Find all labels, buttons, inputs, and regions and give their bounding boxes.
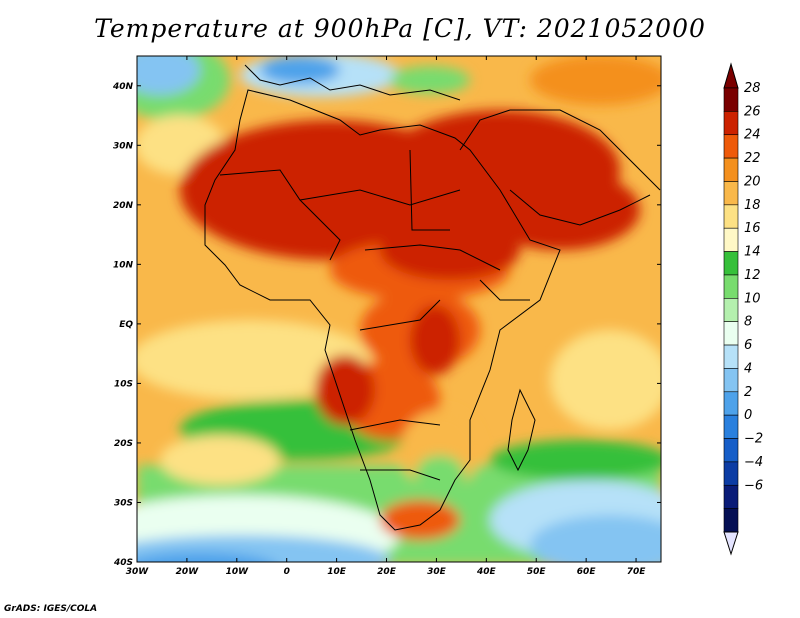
colorbar-label: 28 xyxy=(744,81,761,96)
colorbar-label: 14 xyxy=(744,245,761,260)
colorbar-label: 12 xyxy=(744,268,761,283)
colorbar-label: 18 xyxy=(744,198,761,213)
colorbar-swatch xyxy=(723,87,739,112)
colorbar-label: 10 xyxy=(744,291,761,306)
colorbar-label: 20 xyxy=(744,174,761,189)
colorbar-bottom-arrow xyxy=(723,531,739,556)
colorbar-label: 22 xyxy=(744,151,761,166)
colorbar-swatch xyxy=(723,298,739,322)
longitude-axis: 30W 20W 10W 0 10E 20E 30E 40E 50E 60E 70E xyxy=(126,56,646,577)
colorbar-swatch xyxy=(723,391,739,416)
lon-tick-label: 20W xyxy=(176,567,200,577)
colorbar-swatch xyxy=(723,274,739,299)
colorbar-label: 6 xyxy=(744,338,752,353)
grads-credit: GrADS: IGES/COLA xyxy=(4,604,98,614)
colorbar-swatch xyxy=(723,368,739,393)
colorbar-label: −4 xyxy=(744,455,763,470)
colorbar-swatch xyxy=(723,321,739,346)
colorbar-swatch xyxy=(723,344,739,369)
colorbar-swatch xyxy=(723,227,739,252)
colorbar-label: 26 xyxy=(744,104,761,119)
lon-tick-label: 0 xyxy=(284,567,290,577)
colorbar-swatch xyxy=(723,438,739,463)
lon-tick-label: 70E xyxy=(627,567,647,577)
lat-tick-label: 10S xyxy=(114,379,133,389)
lat-tick-label: 40S xyxy=(113,558,133,568)
colorbar-swatch xyxy=(723,508,739,533)
lat-tick-label: EQ xyxy=(119,320,133,330)
lat-tick-label: 10N xyxy=(113,260,134,270)
colorbar-label: 0 xyxy=(744,408,752,423)
colorbar-swatch xyxy=(723,157,739,182)
colorbar-swatch xyxy=(723,111,739,136)
colorbar-swatch xyxy=(723,461,739,486)
lat-tick-label: 20S xyxy=(114,439,133,449)
lon-tick-label: 20E xyxy=(377,567,397,577)
coastlines xyxy=(204,64,661,531)
colorbar-label: 16 xyxy=(744,221,761,236)
colorbar-label: −2 xyxy=(744,432,763,447)
plot-frame xyxy=(136,55,662,563)
lat-tick-label: 30N xyxy=(113,141,134,151)
map-title: Temperature at 900hPa [C], VT: 202105200… xyxy=(94,14,706,43)
colorbar-swatch xyxy=(723,134,739,159)
colorbar-label: 8 xyxy=(744,315,752,330)
lat-tick-label: 20N xyxy=(113,201,134,211)
colorbar-swatch xyxy=(723,251,739,276)
colorbar-swatch xyxy=(723,484,739,509)
lon-tick-label: 10E xyxy=(327,567,347,577)
temperature-field xyxy=(137,56,661,562)
lat-tick-label: 40N xyxy=(112,82,134,92)
colorbar-label: 2 xyxy=(744,385,752,400)
lon-tick-label: 10W xyxy=(226,567,250,577)
lon-tick-label: 60E xyxy=(577,567,597,577)
colorbar-label: 24 xyxy=(744,128,761,143)
latitude-axis: 40N 30N 20N 10N EQ 10S 20S 30S 40S xyxy=(112,82,661,568)
colorbar-label: −6 xyxy=(744,478,763,493)
colorbar-swatch xyxy=(723,181,739,206)
colorbar-top-arrow xyxy=(723,62,739,89)
lat-tick-label: 30S xyxy=(114,498,133,508)
colorbar-swatch xyxy=(723,204,739,229)
lon-tick-label: 30E xyxy=(427,567,447,577)
lon-tick-label: 50E xyxy=(527,567,547,577)
lon-tick-label: 30W xyxy=(126,567,150,577)
colorbar-label: 4 xyxy=(744,361,752,376)
lon-tick-label: 40E xyxy=(476,567,497,577)
colorbar-swatch xyxy=(723,414,739,439)
